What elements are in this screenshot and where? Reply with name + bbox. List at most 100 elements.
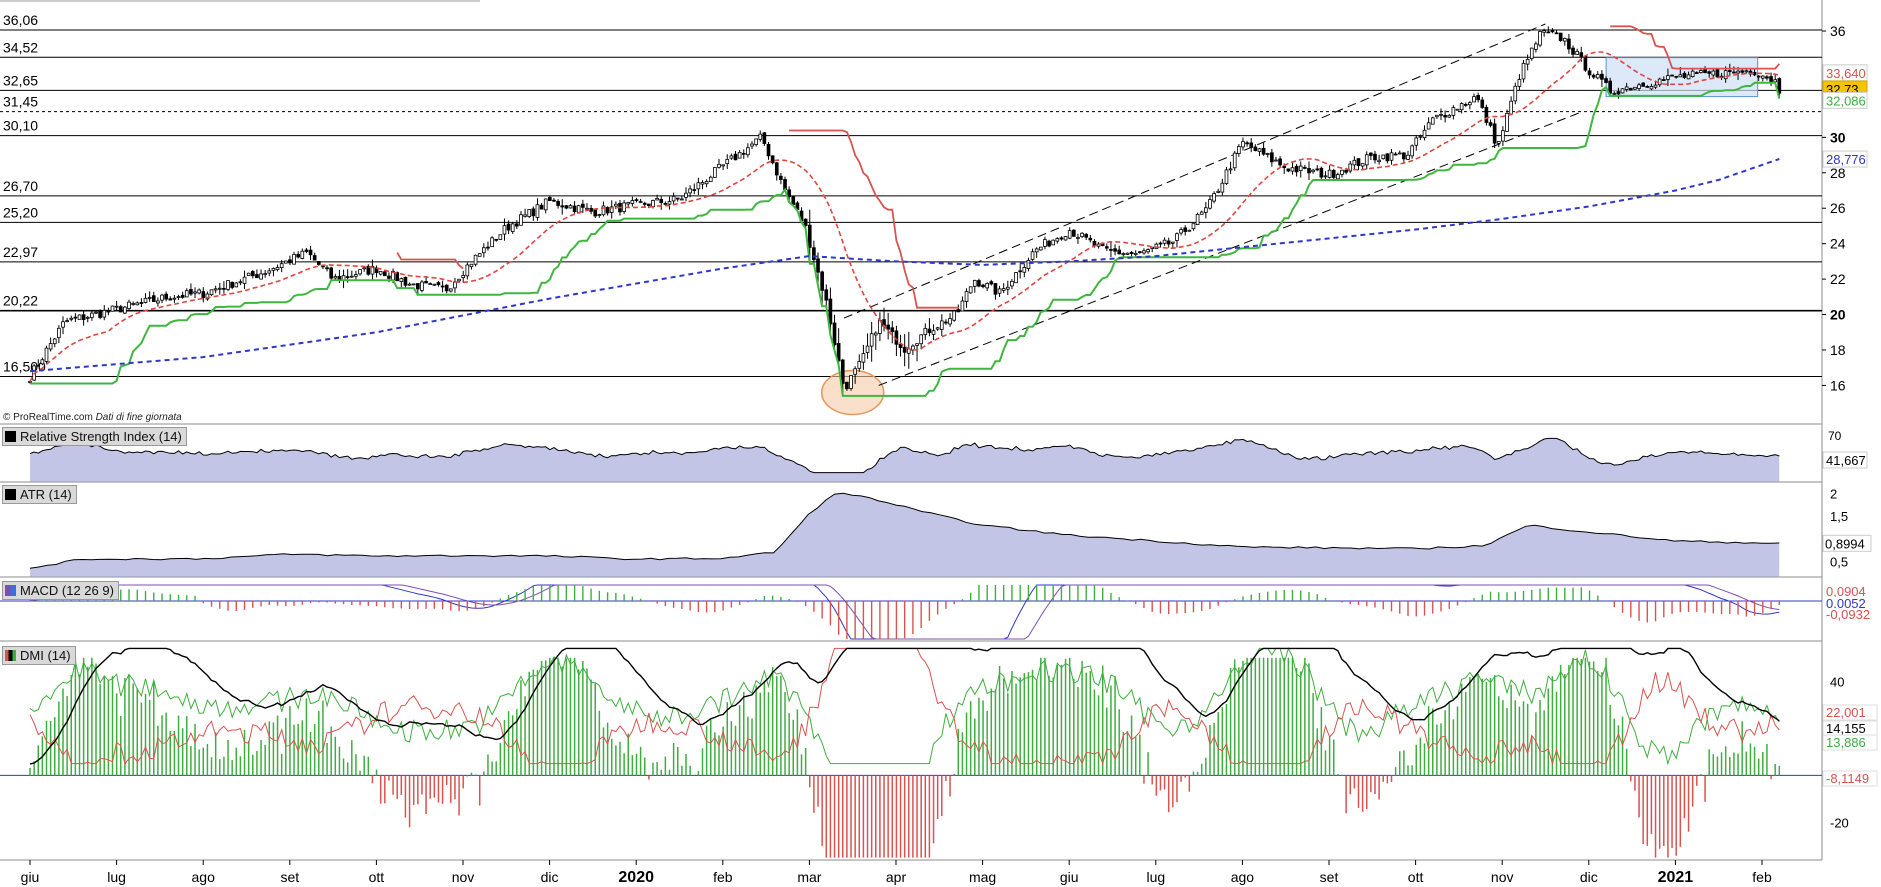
level-label: 36,06 xyxy=(3,12,38,28)
candle-body xyxy=(1055,238,1060,242)
candle-body xyxy=(457,278,461,282)
candle-body xyxy=(118,306,123,313)
atr-legend-text: ATR (14) xyxy=(20,487,72,502)
candle-body xyxy=(449,288,453,292)
candle-body xyxy=(1076,237,1080,239)
candle xyxy=(1158,241,1163,248)
candle xyxy=(968,286,973,294)
candle xyxy=(123,305,127,315)
candle-body xyxy=(263,273,267,276)
candle xyxy=(69,315,74,322)
candle-body xyxy=(1257,148,1262,152)
candle xyxy=(1274,156,1278,162)
candle-body xyxy=(226,280,230,290)
candle xyxy=(721,164,725,171)
x-tick-label: nov xyxy=(452,869,475,885)
candle-body xyxy=(675,197,680,200)
candle-body xyxy=(1641,82,1645,87)
candle xyxy=(1171,241,1175,249)
candle-body xyxy=(304,249,309,252)
candle-body xyxy=(1228,168,1233,171)
candle-body xyxy=(1682,72,1687,78)
candle xyxy=(131,301,135,306)
candle-body xyxy=(758,133,763,140)
candle-body xyxy=(1018,270,1023,273)
candle xyxy=(779,173,783,185)
candle xyxy=(1298,161,1303,178)
candle-body xyxy=(465,264,470,277)
candle xyxy=(849,375,853,391)
candle xyxy=(1426,117,1431,130)
candle-body xyxy=(614,203,618,207)
candle-body xyxy=(1690,70,1695,77)
candle xyxy=(1459,102,1464,114)
dmi-tick-label: 40 xyxy=(1830,674,1844,689)
candle xyxy=(341,269,346,289)
x-tick-label: ott xyxy=(1408,869,1424,885)
candle xyxy=(1051,239,1056,246)
short-ma-line xyxy=(29,51,1780,382)
candle-body xyxy=(770,155,775,164)
candle-body xyxy=(729,155,734,159)
candle-body xyxy=(1645,85,1650,88)
candle-body xyxy=(292,254,296,265)
x-tick-label: giu xyxy=(1060,869,1079,885)
candle xyxy=(197,288,201,295)
macd-legend[interactable]: MACD (12 26 9) xyxy=(2,581,119,600)
candle xyxy=(696,177,701,196)
candle xyxy=(894,325,899,357)
candle-body xyxy=(1290,167,1295,172)
candle xyxy=(1773,73,1778,84)
candle xyxy=(1162,237,1167,246)
candle xyxy=(1138,250,1142,254)
candle xyxy=(362,267,367,272)
candle-body xyxy=(803,218,808,226)
candle-body xyxy=(156,300,160,304)
candle xyxy=(498,234,503,240)
candle-body xyxy=(890,327,895,333)
dmi-legend[interactable]: DMI (14) xyxy=(2,646,76,665)
candle-body xyxy=(684,192,688,198)
candle-body xyxy=(733,153,738,161)
candle-body xyxy=(139,302,144,304)
candle xyxy=(411,283,416,286)
candle-body xyxy=(428,283,433,285)
atr-legend[interactable]: ATR (14) xyxy=(2,485,77,504)
di-plus-line xyxy=(29,647,1780,766)
candle xyxy=(944,319,948,325)
level-label: 34,52 xyxy=(3,39,38,55)
candle xyxy=(647,203,651,209)
candle xyxy=(102,305,107,321)
candle-body xyxy=(1393,153,1398,156)
candle xyxy=(494,238,499,242)
candle xyxy=(539,203,544,210)
candle xyxy=(1402,152,1406,164)
candle xyxy=(230,281,234,290)
candle-body xyxy=(325,267,329,270)
x-tick-label: set xyxy=(280,869,299,885)
dmi-value: -8,1149 xyxy=(1826,771,1869,786)
candle-body xyxy=(275,267,280,271)
candle-body xyxy=(1171,241,1175,244)
candle xyxy=(1674,75,1679,79)
x-tick-label: feb xyxy=(1752,869,1772,885)
candle xyxy=(527,209,532,219)
candle xyxy=(436,280,441,287)
candle xyxy=(1711,68,1716,79)
candle-body xyxy=(1579,52,1584,57)
candle-body xyxy=(1191,223,1196,230)
candle-body xyxy=(948,318,952,325)
candle-body xyxy=(102,309,107,318)
candle-body xyxy=(1071,229,1076,237)
candle-body xyxy=(774,162,779,176)
candle xyxy=(614,201,618,210)
rsi-legend[interactable]: Relative Strength Index (14) xyxy=(2,427,187,446)
candle xyxy=(432,283,437,286)
candle xyxy=(366,264,371,276)
candle-body xyxy=(1488,122,1493,126)
candle xyxy=(535,198,540,221)
candle-body xyxy=(968,286,973,294)
candle-body xyxy=(1505,113,1509,132)
candle xyxy=(832,314,837,351)
